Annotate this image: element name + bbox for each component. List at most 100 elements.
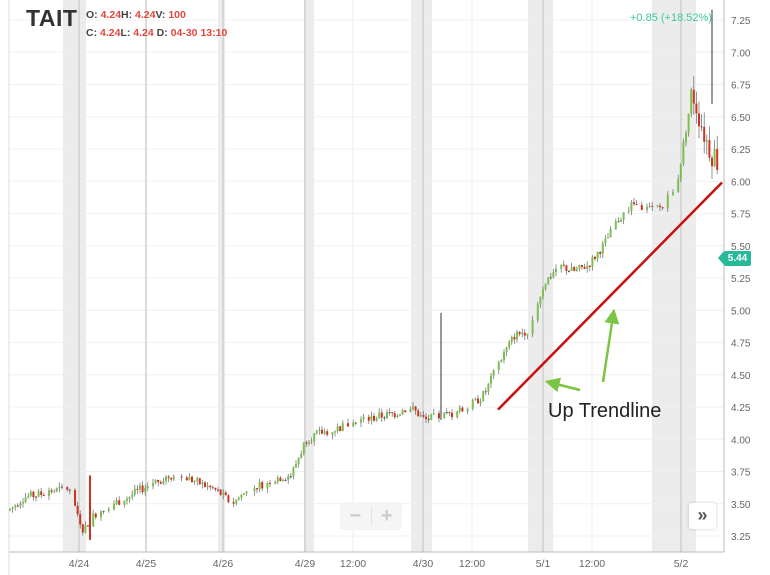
candle-body xyxy=(297,458,300,465)
price-change: +0.85 (+18.52%) xyxy=(630,12,712,24)
open-label: O: xyxy=(86,9,98,21)
candle-body xyxy=(622,212,625,220)
candle-body xyxy=(682,142,685,164)
candle-body xyxy=(191,476,193,483)
candle-body xyxy=(666,195,669,209)
candle-body xyxy=(282,479,284,481)
volume-label: V: xyxy=(155,9,166,21)
candle-body xyxy=(425,416,427,419)
candle-body xyxy=(165,476,167,481)
candle-body xyxy=(716,149,719,170)
candle-body xyxy=(679,163,682,179)
candle-body xyxy=(107,509,110,511)
candle-body xyxy=(380,412,383,418)
candle-body xyxy=(607,237,609,239)
y-tick-label: 4.25 xyxy=(731,403,751,414)
candle-body xyxy=(516,331,518,340)
candle-body xyxy=(500,359,503,362)
session-band xyxy=(652,0,696,552)
x-tick-label: 12:00 xyxy=(459,558,485,570)
candle-body xyxy=(336,426,339,432)
candle-body xyxy=(219,489,222,496)
candle-body xyxy=(266,483,269,489)
candle-body xyxy=(94,513,97,518)
candle-body xyxy=(685,132,687,143)
candle-body xyxy=(575,268,578,271)
candle-body xyxy=(388,412,391,414)
candle-body xyxy=(414,406,417,411)
candle-body xyxy=(609,228,612,238)
candle-body xyxy=(292,467,295,477)
candle-body xyxy=(490,375,492,384)
candle-body xyxy=(438,413,440,419)
candle-body xyxy=(196,478,199,482)
candle-body xyxy=(321,429,323,434)
candle-body xyxy=(118,500,121,505)
candle-body xyxy=(188,476,191,481)
candle-body xyxy=(635,204,638,206)
candle-body xyxy=(570,267,573,271)
candle-body xyxy=(81,524,84,533)
candle-body xyxy=(409,408,412,413)
candle-body xyxy=(9,508,11,511)
candle-body xyxy=(232,502,235,504)
candle-body xyxy=(16,505,19,507)
y-tick-label: 7.25 xyxy=(731,16,751,27)
session-band xyxy=(528,0,553,552)
candle-body xyxy=(24,497,27,503)
candle-body xyxy=(198,478,201,485)
candle-body xyxy=(131,494,134,497)
candle-body xyxy=(128,496,131,499)
candle-body xyxy=(185,477,188,481)
session-band xyxy=(218,0,225,552)
candle-body xyxy=(687,113,690,133)
candle-body xyxy=(596,252,599,259)
candle-body xyxy=(539,296,542,305)
candle-body xyxy=(690,89,693,114)
candle-body xyxy=(152,483,154,487)
candle-body xyxy=(503,352,505,360)
candle-body xyxy=(154,479,157,484)
candle-body xyxy=(214,488,217,490)
candle-body xyxy=(448,412,451,414)
high-label: H: xyxy=(121,9,133,21)
candle-body xyxy=(352,422,355,427)
candle-body xyxy=(66,487,69,490)
x-tick-label: 4/26 xyxy=(213,558,234,570)
symbol-title: TAIT xyxy=(26,5,78,31)
candle-body xyxy=(573,267,576,271)
zoom-out-button[interactable]: − xyxy=(349,505,362,527)
candle-body xyxy=(370,415,373,421)
candle-body xyxy=(19,503,22,507)
candle-body xyxy=(22,502,24,504)
x-tick-label: 4/25 xyxy=(136,558,157,570)
divider xyxy=(370,507,372,525)
candle-body xyxy=(510,336,513,342)
candle-body xyxy=(256,488,258,490)
zoom-in-button[interactable]: + xyxy=(380,505,393,527)
scroll-right-button[interactable]: » xyxy=(689,503,716,529)
candle-body xyxy=(27,496,30,498)
y-tick-label: 3.75 xyxy=(731,468,751,479)
x-tick-label: 4/29 xyxy=(295,558,316,570)
candle-body xyxy=(157,479,160,482)
candle-body xyxy=(48,490,50,496)
y-tick-label: 5.00 xyxy=(731,306,751,317)
candle-body xyxy=(445,412,448,414)
candle-body xyxy=(661,207,664,209)
y-tick-label: 5.50 xyxy=(731,242,751,253)
candle-body xyxy=(302,442,305,454)
x-tick-label: 4/30 xyxy=(413,558,434,570)
candle-body xyxy=(167,476,170,479)
candle-body xyxy=(53,491,56,493)
y-tick-label: 4.00 xyxy=(731,435,751,446)
candle-body xyxy=(341,423,344,432)
candle-body xyxy=(136,488,139,490)
candle-body xyxy=(542,289,544,297)
volume-value: 100 xyxy=(168,9,186,21)
x-tick-label: 12:00 xyxy=(579,558,605,570)
candle-body xyxy=(393,413,396,418)
candle-body xyxy=(599,252,602,254)
y-tick-label: 5.75 xyxy=(731,210,751,221)
